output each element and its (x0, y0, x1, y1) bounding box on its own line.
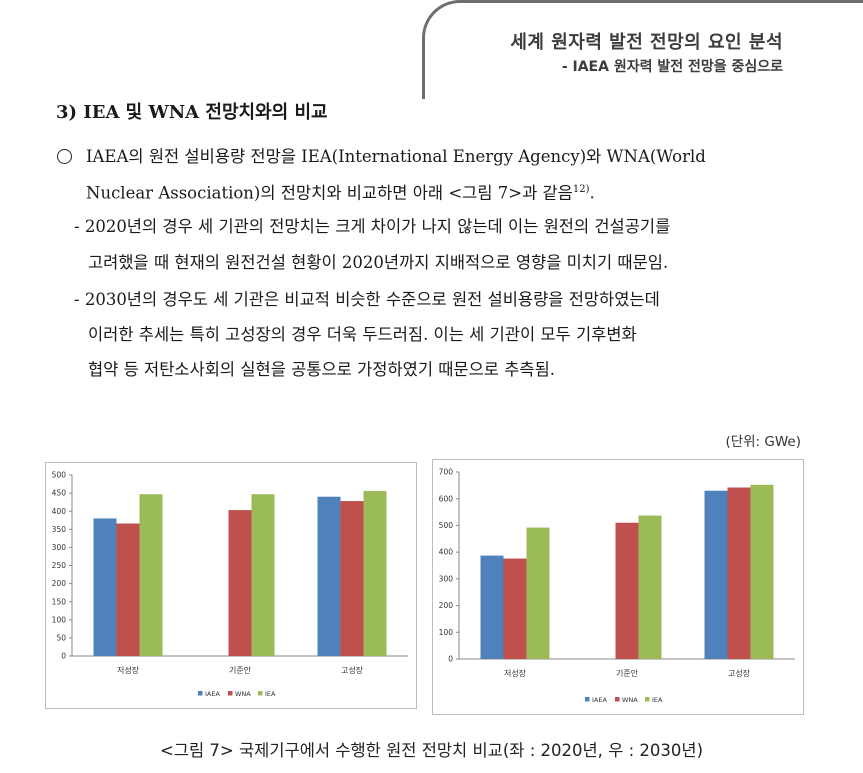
paragraph-3-line-2: 이러한 추세는 특히 고성장의 경우 더욱 두드러짐. 이는 세 기관이 모두 … (88, 325, 637, 344)
bar-wna (727, 487, 751, 659)
y-tick-label: 500 (439, 521, 454, 530)
legend-label: IEA (265, 690, 276, 698)
legend-swatch (615, 697, 620, 702)
x-category-label: 기준안 (616, 668, 639, 678)
bar-wna (340, 501, 364, 656)
bar-wna (228, 510, 252, 656)
x-category-label: 기준안 (229, 665, 252, 675)
bar-iaea (93, 518, 117, 656)
paragraph-1-text: Nuclear Association)의 전망치와 비교하면 아래 <그림 7… (86, 183, 573, 203)
y-tick-label: 400 (439, 548, 454, 557)
running-header-subtitle: - IAEA 원자력 발전 전망을 중심으로 (561, 59, 783, 75)
paragraph-2-line-2: 고려했을 때 현재의 원전건설 현황이 2020년까지 지배적으로 영향을 미치… (88, 253, 669, 272)
legend-label: IAEA (592, 696, 607, 704)
bar-iea (526, 527, 550, 659)
y-tick-label: 0 (61, 652, 66, 661)
legend-swatch (645, 697, 650, 702)
circle-bullet-icon (57, 149, 72, 164)
bar-iea (139, 494, 163, 656)
paragraph-1-line-2: Nuclear Association)의 전망치와 비교하면 아래 <그림 7… (86, 173, 595, 210)
bar-iaea (704, 490, 728, 659)
bar-iea (750, 484, 774, 659)
bar-iea (251, 494, 275, 656)
paragraph-1-line-1: IAEA의 원전 설비용량 전망을 IEA(International Ener… (86, 147, 706, 166)
legend-swatch (585, 697, 590, 702)
chart-2030: 0 100 200 300 400 500 600 700 저성장 기준안 고성장 IAEA WNA IE… (439, 468, 795, 704)
y-tick-label: 300 (439, 574, 454, 583)
bar-iea (363, 490, 387, 656)
x-category-label: 고성장 (728, 668, 751, 678)
y-tick-label: 400 (52, 507, 67, 516)
bar-wna (503, 558, 527, 659)
paragraph-3-line-3: 협약 등 저탄소사회의 실현을 공통으로 가정하였기 때문으로 추측됨. (88, 360, 555, 379)
legend-label: IEA (652, 696, 663, 704)
legend-label: IAEA (205, 690, 220, 698)
bar-wna (116, 523, 140, 656)
paragraph-2-line-1: - 2020년의 경우 세 기관의 전망치는 크게 차이가 나지 않는데 이는 … (74, 217, 671, 236)
bar-wna (615, 522, 639, 659)
y-tick-label: 350 (52, 525, 67, 534)
x-category-label: 저성장 (117, 665, 140, 675)
chart-2030-frame: 0 100 200 300 400 500 600 700 저성장 기준안 고성장 IAEA WNA IE… (432, 459, 804, 715)
figure-caption: <그림 7> 국제기구에서 수행한 원전 전망치 비교(좌 : 2020년, 우… (159, 741, 704, 760)
y-tick-label: 50 (56, 634, 66, 643)
legend-label: WNA (235, 690, 251, 698)
legend-label: WNA (622, 696, 638, 704)
y-tick-label: 150 (52, 597, 67, 606)
footnote-marker: 12) (572, 184, 590, 195)
y-tick-label: 300 (52, 543, 67, 552)
unit-label: (단위: GWe) (725, 434, 801, 450)
paragraph-3-line-1: - 2030년의 경우도 세 기관은 비교적 비슷한 수준으로 원전 설비용량을… (74, 290, 660, 309)
y-tick-label: 100 (52, 615, 67, 624)
y-tick-label: 200 (439, 601, 454, 610)
header-tab (422, 0, 863, 99)
bar-iea (638, 515, 662, 659)
chart-2020: 0 50 100 150 200 250 300 350 400 450 500 저성장 기준안 고성장 I… (52, 471, 408, 698)
y-tick-label: 100 (439, 628, 454, 637)
bar-iaea (317, 496, 341, 656)
y-tick-label: 250 (52, 561, 67, 570)
y-tick-label: 200 (52, 579, 67, 588)
bar-iaea (480, 555, 504, 659)
legend-swatch (258, 691, 263, 696)
running-header-title: 세계 원자력 발전 전망의 요인 분석 (510, 32, 783, 53)
legend-swatch (198, 691, 203, 696)
y-tick-label: 700 (439, 468, 454, 477)
x-category-label: 고성장 (341, 665, 364, 675)
section-title: 3) IEA 및 WNA 전망치와의 비교 (56, 102, 328, 123)
legend-swatch (228, 691, 233, 696)
y-tick-label: 500 (52, 471, 67, 480)
y-tick-label: 0 (448, 655, 453, 664)
y-tick-label: 600 (439, 494, 454, 503)
paragraph-1-period: . (589, 183, 595, 203)
chart-2020-frame: 0 50 100 150 200 250 300 350 400 450 500 저성장 기준안 고성장 I… (45, 462, 417, 709)
x-category-label: 저성장 (504, 668, 527, 678)
y-tick-label: 450 (52, 489, 67, 498)
